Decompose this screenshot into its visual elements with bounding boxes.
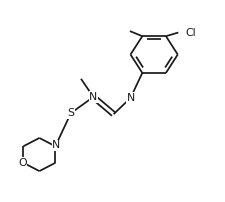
- Text: N: N: [52, 140, 61, 150]
- Text: N: N: [89, 92, 97, 102]
- Text: Cl: Cl: [186, 27, 196, 38]
- Text: S: S: [67, 108, 74, 118]
- Text: O: O: [18, 158, 27, 168]
- Text: N: N: [126, 93, 135, 103]
